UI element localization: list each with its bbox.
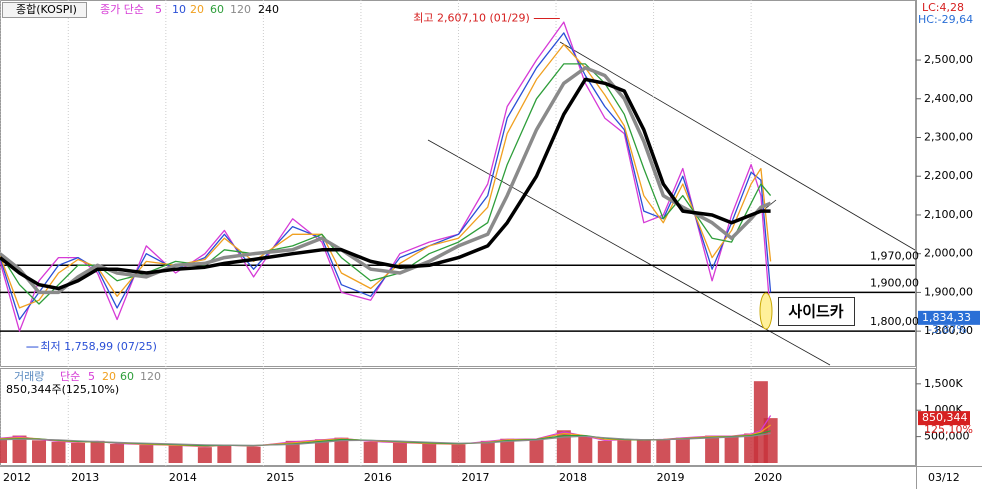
y-tick-label: 2,400,00 — [924, 92, 973, 105]
volume-bar — [32, 440, 47, 463]
support-label: 1,970,00 — [870, 249, 919, 262]
volume-bar — [529, 439, 544, 463]
volume-subtitle: 850,344주(125,10%) — [6, 383, 119, 396]
volume-bar — [675, 437, 690, 463]
legend-entry: 240 — [258, 3, 279, 16]
legend-entry: 20 — [102, 370, 116, 383]
y-tick-label: 2,500,00 — [924, 53, 973, 66]
x-tick-label: 2018 — [559, 471, 587, 484]
volume-bar — [451, 444, 466, 463]
volume-title: 거래량 — [14, 370, 44, 383]
x-tick-label: 2014 — [169, 471, 197, 484]
plot-layer — [0, 0, 915, 466]
last-label: 1,834,33 — [922, 311, 971, 324]
title-box — [2, 2, 87, 18]
volume-bar — [480, 440, 495, 463]
series-line — [0, 432, 771, 446]
y-tick-label: 500,000 — [924, 430, 970, 443]
change-label: -3,87% — [928, 323, 967, 336]
y-tick-label: 2,200,00 — [924, 169, 973, 182]
legend-entry: 20 — [190, 3, 204, 16]
change-label: 125,10% — [924, 423, 973, 436]
series-line — [0, 21, 772, 332]
callout-box — [778, 297, 855, 326]
volume-bar — [314, 439, 329, 463]
y-tick-label: 2,100,00 — [924, 208, 973, 221]
volume-legend-title: 단순 — [60, 370, 80, 383]
callout-marker — [759, 292, 773, 330]
volume-bar — [617, 439, 632, 463]
volume-bar — [500, 438, 515, 463]
volume-bar — [656, 439, 671, 463]
lc-label: LC:4,28 — [922, 1, 964, 14]
volume-bar — [705, 435, 720, 463]
last-label: 850,344 — [922, 411, 968, 424]
legend-title: 종가 단순 — [100, 3, 144, 16]
volume-bar — [636, 440, 651, 463]
volume-bar — [139, 445, 154, 463]
legend-entry: 120 — [140, 370, 161, 383]
volume-bar — [51, 441, 66, 463]
volume-bar — [763, 418, 778, 463]
y-tick-label: 1,800,00 — [924, 324, 973, 337]
date-label: 03/12 — [928, 471, 960, 484]
hc-label: HC:-29,64 — [918, 13, 973, 26]
trend-line — [559, 41, 916, 251]
volume-bar — [90, 440, 105, 463]
volume-bar — [12, 435, 27, 463]
volume-bar — [0, 437, 7, 463]
x-tick-label: 2013 — [71, 471, 99, 484]
volume-bar — [597, 440, 612, 463]
volume-bar — [197, 447, 212, 463]
legend-entry: 10 — [172, 3, 186, 16]
volume-bar — [168, 445, 183, 463]
series-line — [0, 63, 772, 305]
y-tick-label: 2,000,00 — [924, 247, 973, 260]
x-tick-label: 2015 — [266, 471, 294, 484]
y-tick-label: 1,900,00 — [924, 285, 973, 298]
volume-bar — [334, 437, 349, 463]
x-tick-label: 2016 — [364, 471, 392, 484]
volume-bar — [392, 442, 407, 463]
support-label: 1,800,00 — [870, 315, 919, 328]
high-label: 최고 2,607,10 (01/29) — [413, 12, 530, 25]
volume-bar — [71, 442, 86, 463]
volume-bar — [110, 444, 125, 463]
volume-bar — [578, 436, 593, 463]
low-label: 최저 1,758,99 (07/25) — [40, 340, 157, 353]
volume-bar — [363, 441, 378, 463]
x-tick-label: 2019 — [657, 471, 685, 484]
callout: 사이드카 — [788, 303, 843, 321]
volume-bar — [285, 440, 300, 463]
x-tick-label: 2020 — [754, 471, 782, 484]
volume-bar — [422, 444, 437, 463]
legend-entry: 60 — [210, 3, 224, 16]
volume-bar — [556, 430, 571, 463]
volume-bar — [217, 444, 232, 463]
support-label: 1,900,00 — [870, 276, 919, 289]
last-badge — [918, 411, 970, 426]
volume-bar — [246, 446, 261, 463]
y-tick-label: 2,300,00 — [924, 130, 973, 143]
x-tick-label: 2012 — [3, 471, 31, 484]
x-tick-label: 2017 — [461, 471, 489, 484]
y-tick-label: 1,500K — [924, 377, 963, 390]
legend-entry: 5 — [88, 370, 95, 383]
chart-title: 종합(KOSPI) — [16, 3, 77, 16]
legend-entry: 60 — [120, 370, 134, 383]
legend-entry: 120 — [230, 3, 251, 16]
legend-entry: 5 — [155, 3, 162, 16]
series-line — [0, 77, 771, 291]
volume-bar — [724, 436, 739, 463]
last-badge — [918, 310, 980, 325]
